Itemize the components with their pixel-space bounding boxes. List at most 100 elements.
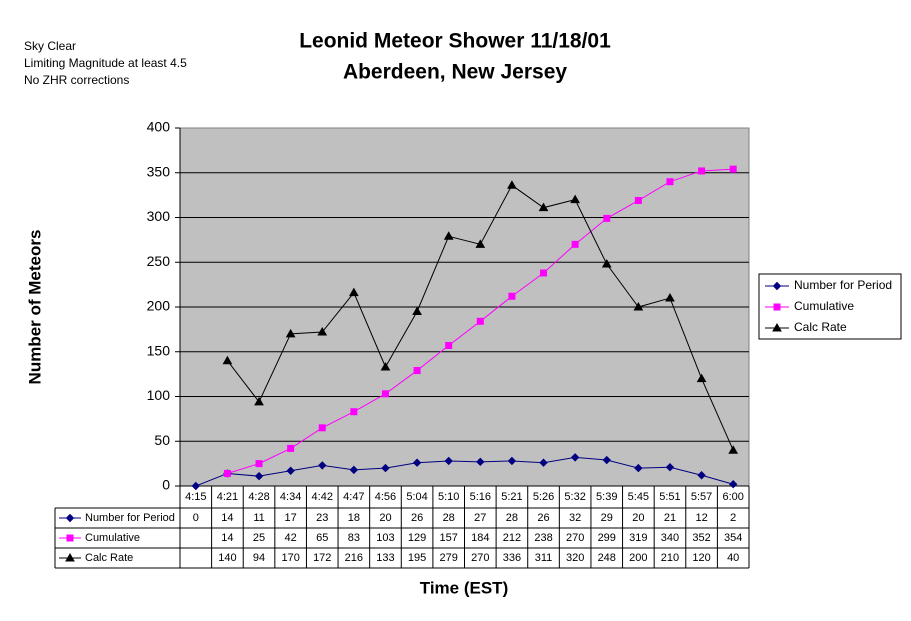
table-value: 195 [408,552,426,564]
data-point [728,480,738,489]
table-value: 216 [345,552,363,564]
data-point [381,463,390,473]
table-value: 336 [503,552,521,564]
y-tick-label: 250 [147,253,171,269]
data-point [254,471,264,481]
table-value: 32 [569,512,581,524]
data-point [603,214,611,222]
x-tick-label: 5:16 [470,491,491,503]
x-tick-label: 5:21 [501,491,522,503]
data-point [666,178,674,186]
x-tick-label: 5:51 [659,491,680,503]
data-point [728,445,739,454]
y-tick-label: 300 [147,208,171,224]
table-value: 40 [727,552,739,564]
y-tick-label: 100 [147,387,171,403]
table-series-name: Number for Period [85,512,175,524]
table-series-name: Calc Rate [85,552,133,564]
table-value: 21 [664,512,676,524]
table-value: 270 [566,532,584,544]
chart-subtitle: Aberdeen, New Jersey [343,61,567,84]
data-point [570,453,580,462]
table-value: 140 [218,552,236,564]
table-key-marker [65,513,75,523]
data-point [380,361,391,371]
table-key-marker [66,534,74,542]
x-tick-label: 5:45 [628,491,649,503]
table-key-marker [65,552,75,562]
x-tick-label: 4:42 [312,491,333,503]
legend-marker [773,303,781,311]
table-value: 23 [316,512,328,524]
y-tick-label: 350 [147,163,171,179]
data-point [602,455,611,465]
table-value: 320 [566,552,584,564]
data-point [697,471,706,480]
table-value: 270 [471,552,489,564]
data-point [665,462,675,472]
table-value: 65 [316,532,328,544]
legend-label: Cumulative [794,299,854,313]
table-value: 319 [629,532,647,544]
table-value: 120 [692,552,710,564]
series-line [195,456,734,487]
data-point [507,180,517,189]
legend-marker [772,322,782,332]
table-value: 248 [598,552,616,564]
x-tick-label: 5:26 [533,491,554,503]
table-value: 184 [471,532,489,544]
table-value: 28 [506,512,518,524]
y-tick-label: 150 [147,342,171,358]
table-value: 20 [632,512,644,524]
data-point [507,456,517,466]
data-point [349,465,359,475]
table-value: 279 [440,552,458,564]
data-point [475,239,486,248]
table-value: 83 [348,532,360,544]
data-point [444,456,453,466]
x-tick-label: 5:39 [596,491,617,503]
table-value: 20 [379,512,391,524]
y-axis-label: Number of Meteors [25,230,44,385]
table-series-name: Cumulative [85,532,140,544]
data-point [317,327,328,336]
data-point [538,202,549,212]
table-value: 170 [281,552,299,564]
data-point [348,287,359,297]
note: No ZHR corrections [24,73,129,87]
table-value: 210 [661,552,679,564]
data-point [476,457,485,467]
legend-label: Calc Rate [794,320,847,334]
data-point [286,466,295,475]
table-value: 28 [443,512,455,524]
y-tick-label: 200 [147,298,171,314]
data-point [445,341,453,349]
data-point [633,301,644,311]
x-tick-label: 4:34 [280,491,301,503]
data-point [287,444,295,452]
table-value: 18 [348,512,360,524]
data-point [191,481,201,491]
table-value: 17 [285,512,297,524]
data-point [508,292,516,300]
table-value: 200 [629,552,647,564]
table-value: 354 [724,532,742,544]
data-point [698,167,706,175]
table-value: 299 [598,532,616,544]
note: Limiting Magnitude at least 4.5 [24,56,187,70]
data-point [350,408,358,416]
table-value: 129 [408,532,426,544]
table-value: 26 [537,512,549,524]
table-value: 0 [193,512,199,524]
data-point [443,231,454,240]
data-point [634,196,642,204]
table-value: 238 [534,532,552,544]
table-value: 94 [253,552,265,564]
data-point [285,328,296,338]
data-point [729,165,737,173]
data-point [413,367,421,375]
x-tick-label: 4:28 [248,491,269,503]
table-value: 14 [221,512,233,524]
data-point [571,240,579,248]
